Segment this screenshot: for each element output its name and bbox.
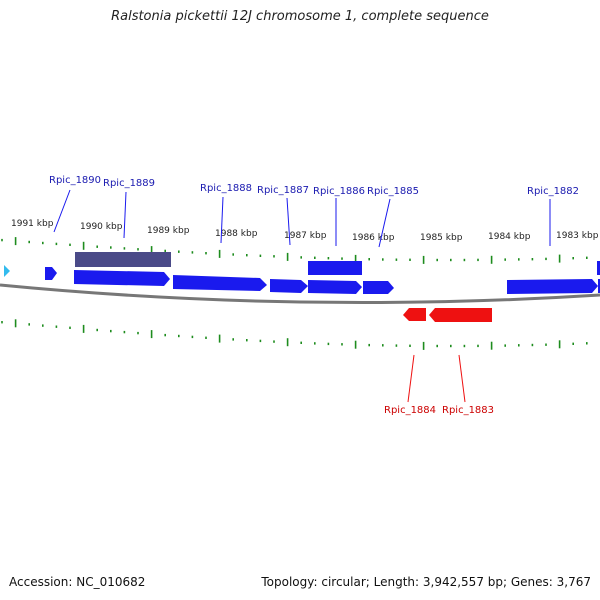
kbp-label: 1986 kbp bbox=[352, 233, 395, 243]
gene-rpic-1886[interactable] bbox=[270, 279, 308, 293]
gene-leader-line bbox=[407, 354, 415, 403]
kbp-label: 1988 kbp bbox=[215, 229, 258, 239]
gene-feature-1885b[interactable] bbox=[363, 281, 394, 294]
gene-rpic-1883[interactable] bbox=[429, 308, 492, 322]
genome-summary-text: Topology: circular; Length: 3,942,557 bp… bbox=[261, 575, 591, 589]
accession-text: Accession: NC_010682 bbox=[9, 575, 146, 589]
gene-label-rpic-1884[interactable]: Rpic_1884 bbox=[384, 405, 436, 416]
gene-rpic-1884[interactable] bbox=[403, 308, 426, 321]
small-forward-gene[interactable] bbox=[45, 267, 57, 280]
gene-rpic-1889-pseudo[interactable] bbox=[75, 252, 171, 267]
kbp-label: 1983 kbp bbox=[556, 231, 599, 241]
gene-label-rpic-1890[interactable]: Rpic_1890 bbox=[49, 175, 101, 186]
gene-label-rpic-1887[interactable]: Rpic_1887 bbox=[257, 185, 309, 196]
gene-label-rpic-1889[interactable]: Rpic_1889 bbox=[103, 178, 155, 189]
gene-leader-line bbox=[286, 197, 291, 246]
upper-scale-ticks bbox=[1, 237, 588, 264]
kbp-label: 1984 kbp bbox=[488, 232, 531, 242]
gene-feature-upper[interactable] bbox=[308, 261, 362, 275]
gene-label-rpic-1886[interactable]: Rpic_1886 bbox=[313, 186, 365, 197]
gene-feature-edge[interactable] bbox=[597, 261, 600, 275]
rna-feature[interactable] bbox=[4, 265, 10, 277]
map-title: Ralstonia pickettii 12J chromosome 1, co… bbox=[111, 9, 489, 24]
kbp-label: 1987 kbp bbox=[284, 231, 327, 241]
gene-label-rpic-1888[interactable]: Rpic_1888 bbox=[200, 183, 252, 194]
kbp-label: 1990 kbp bbox=[80, 222, 123, 232]
gene-leader-line bbox=[123, 191, 127, 239]
kbp-label: 1991 kbp bbox=[11, 219, 54, 229]
gene-leader-line bbox=[220, 196, 224, 244]
gene-feature-edge-lower[interactable] bbox=[598, 279, 600, 293]
chromosome-backbone bbox=[0, 283, 600, 305]
gene-leader-line bbox=[53, 189, 71, 233]
gene-label-rpic-1882[interactable]: Rpic_1882 bbox=[527, 186, 579, 197]
gene-rpic-1882[interactable] bbox=[507, 279, 598, 294]
gene-rpic-1885[interactable] bbox=[308, 280, 362, 294]
gene-label-rpic-1883[interactable]: Rpic_1883 bbox=[442, 405, 494, 416]
kbp-label: 1989 kbp bbox=[147, 226, 190, 236]
gene-label-rpic-1885[interactable]: Rpic_1885 bbox=[367, 186, 419, 197]
kbp-label: 1985 kbp bbox=[420, 233, 463, 243]
lower-scale-ticks bbox=[1, 319, 588, 350]
gene-leader-line bbox=[378, 198, 391, 248]
gene-leader-line bbox=[458, 354, 466, 403]
gene-rpic-1887[interactable] bbox=[173, 275, 267, 291]
gene-rpic-1888[interactable] bbox=[74, 270, 170, 286]
